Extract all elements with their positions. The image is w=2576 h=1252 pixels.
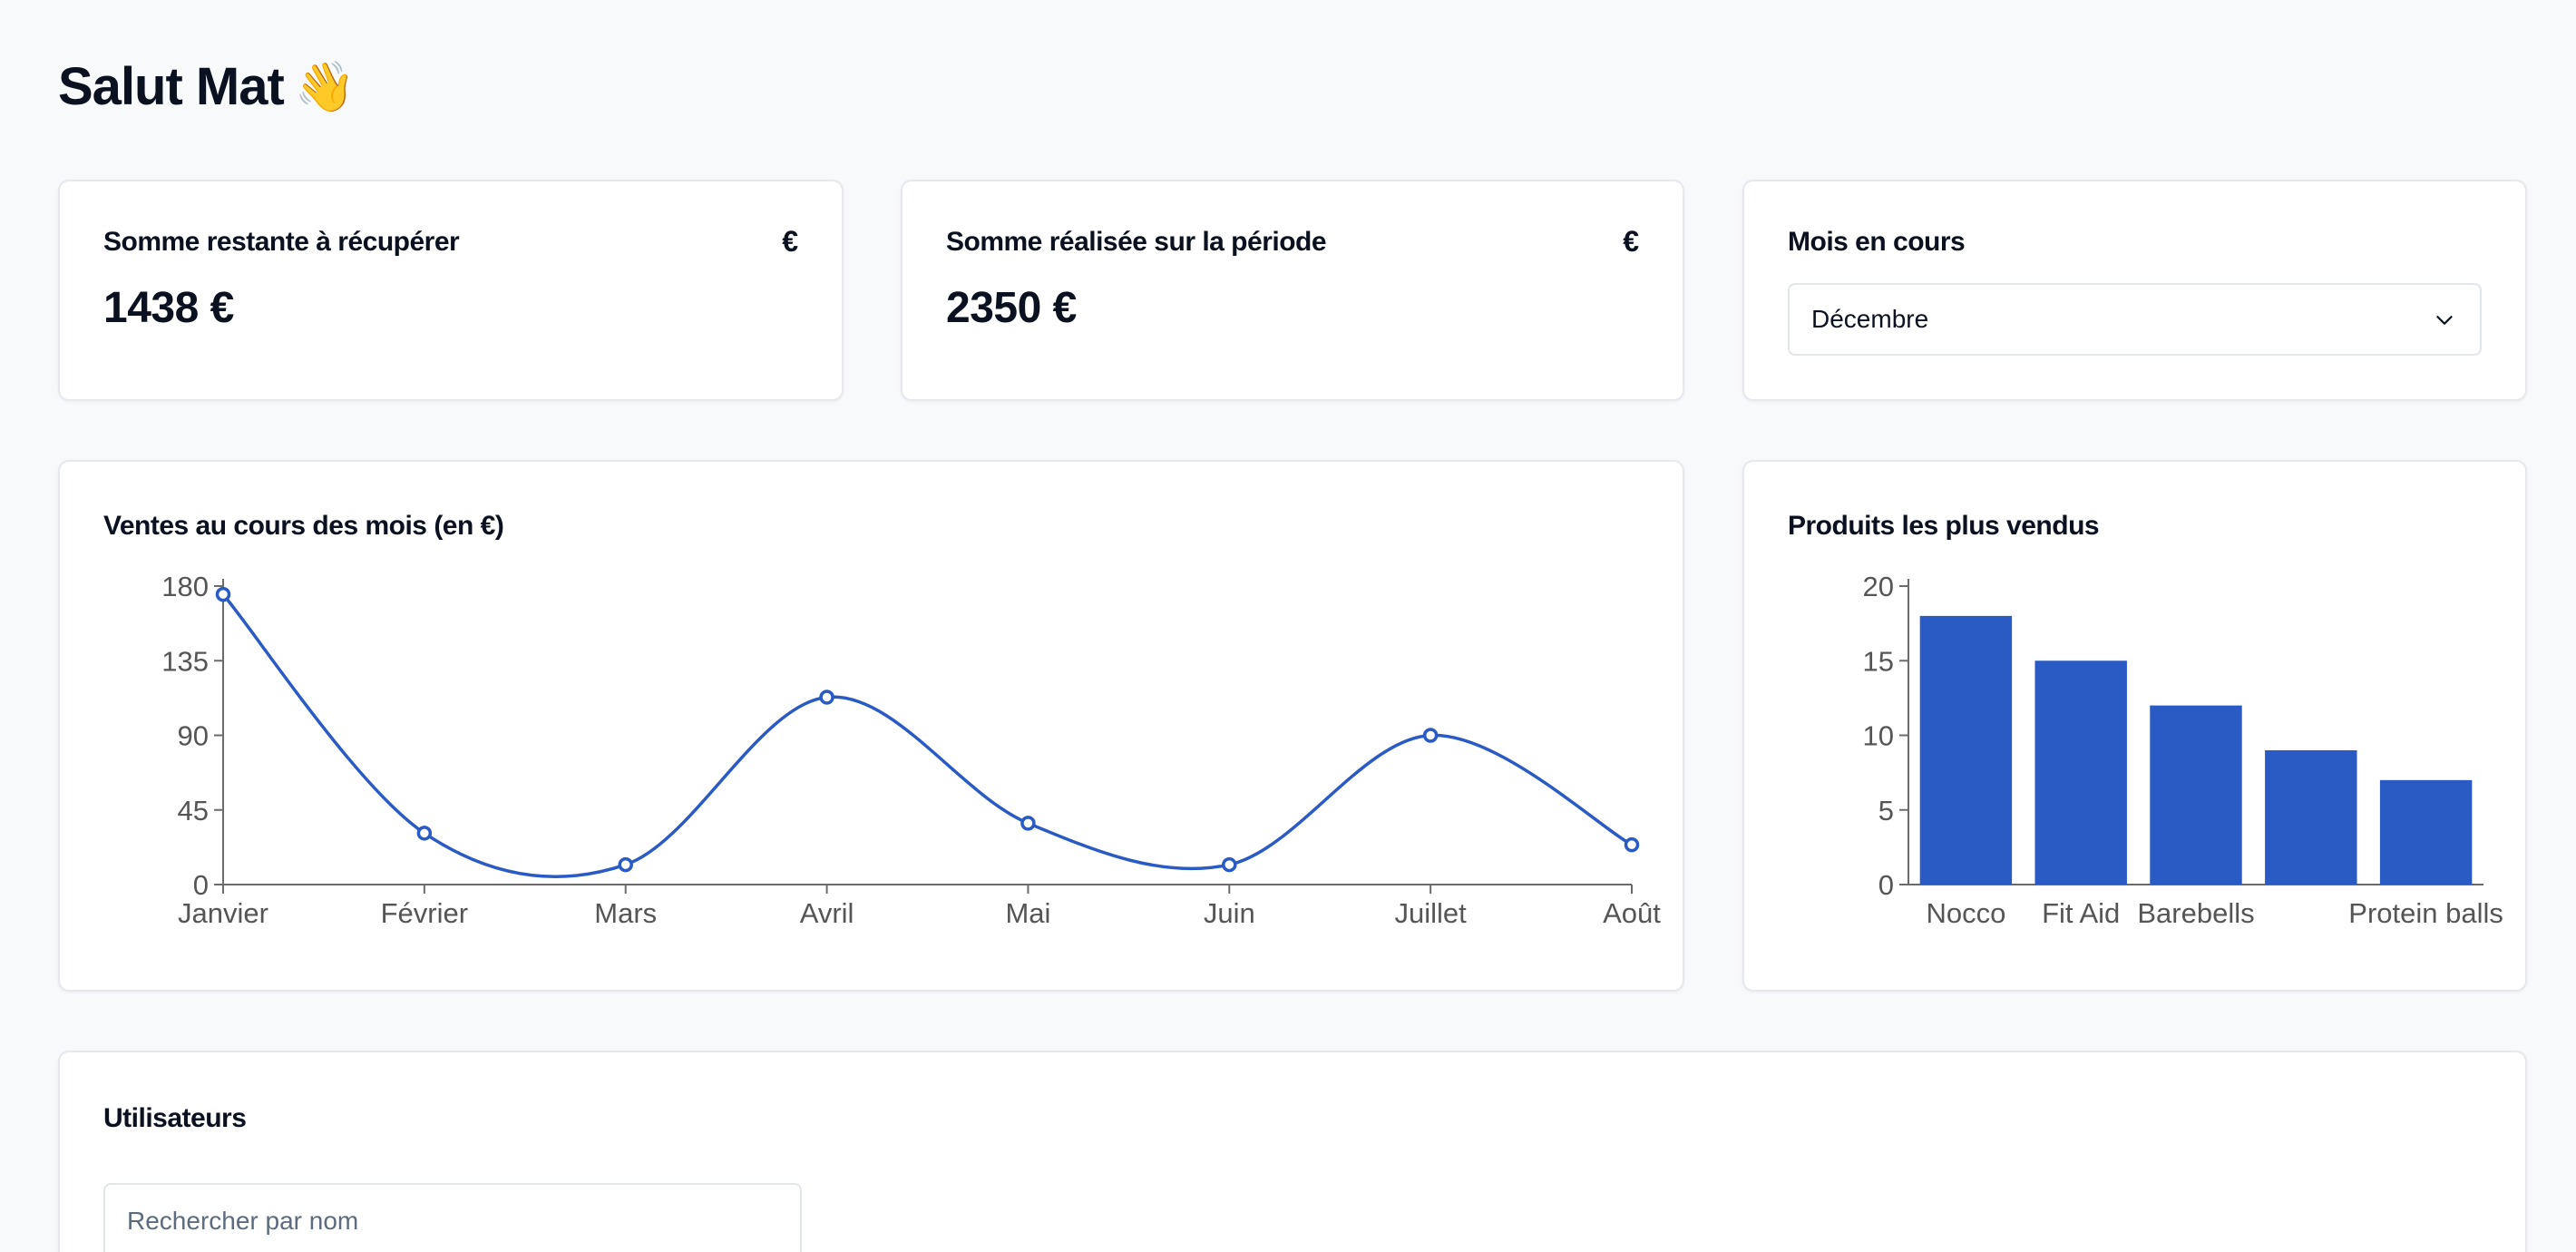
x-tick-label: Fit Aid xyxy=(2042,897,2120,929)
users-title: Utilisateurs xyxy=(103,1103,247,1133)
sales-point xyxy=(416,826,433,841)
y-tick-label: 45 xyxy=(178,795,209,827)
y-tick-label: 0 xyxy=(1878,869,1894,901)
y-tick-label: 5 xyxy=(1878,795,1894,827)
waving-hand-icon: 👋 xyxy=(294,57,356,115)
sales-point xyxy=(1222,856,1237,873)
x-tick-label: Mars xyxy=(594,897,657,929)
users-card: Utilisateurs Rechercher par nom xyxy=(58,1051,2527,1252)
stat-title: Somme restante à récupérer xyxy=(103,227,460,257)
y-tick-label: 135 xyxy=(161,645,209,677)
sales-point xyxy=(1422,728,1439,743)
product-bar xyxy=(2265,749,2357,885)
sales-chart-card: Ventes au cours des mois (en €) 0 45 90 135… xyxy=(58,460,1684,992)
products-bar-chart: 0 5 10 15 20 Nocco Fit Aid Barebells Protein bal… xyxy=(1863,571,2503,929)
product-bar xyxy=(1919,615,2013,885)
user-search-input[interactable]: Rechercher par nom xyxy=(103,1183,802,1252)
sales-point xyxy=(1624,836,1640,853)
sales-line-chart: 0 45 90 135 180 Janvier Février Mars Avril Mai Jui… xyxy=(161,571,1661,929)
y-tick-label: 10 xyxy=(1863,720,1894,752)
x-tick-label: Juin xyxy=(1204,897,1255,929)
y-tick-label: 180 xyxy=(161,571,209,602)
sales-point xyxy=(618,856,633,873)
x-tick-label: Protein balls xyxy=(2348,897,2503,929)
y-tick-label: 0 xyxy=(193,869,209,901)
x-tick-label: Juillet xyxy=(1395,897,1468,929)
sales-point xyxy=(819,690,834,705)
y-tick-label: 90 xyxy=(178,720,209,752)
greeting-text: Salut Mat xyxy=(58,57,285,116)
x-tick-label: Janvier xyxy=(178,897,268,929)
month-selected-value: Décembre xyxy=(1811,305,1929,333)
stat-value: 1438 € xyxy=(103,284,234,332)
month-title: Mois en cours xyxy=(1788,227,1966,257)
products-chart-title: Produits les plus vendus xyxy=(1788,511,2100,541)
sales-chart-title: Ventes au cours des mois (en €) xyxy=(103,511,504,541)
euro-icon: € xyxy=(782,225,798,258)
product-bar xyxy=(2034,660,2127,885)
products-chart-card: Produits les plus vendus 0 5 10 15 20 Nocco Fi… xyxy=(1742,460,2527,992)
sales-series-line xyxy=(221,593,1633,878)
stat-title: Somme réalisée sur la période xyxy=(946,227,1327,257)
x-tick-label: Février xyxy=(381,897,468,929)
product-bar xyxy=(2379,779,2473,885)
y-tick-label: 15 xyxy=(1863,645,1894,677)
x-tick-label: Barebells xyxy=(2137,897,2254,929)
page-title: Salut Mat 👋 xyxy=(58,56,356,117)
chevron-down-icon xyxy=(2436,316,2453,325)
y-tick-label: 20 xyxy=(1863,571,1894,602)
x-tick-label: Nocco xyxy=(1926,897,2005,929)
euro-icon: € xyxy=(1623,225,1639,258)
stat-card-realized: Somme réalisée sur la période € 2350 € xyxy=(901,180,1684,401)
sales-point xyxy=(1020,816,1036,831)
sales-point xyxy=(215,586,231,602)
x-tick-label: Avril xyxy=(800,897,854,929)
stat-value: 2350 € xyxy=(946,284,1077,332)
month-card: Mois en cours Décembre xyxy=(1742,180,2527,401)
month-select[interactable]: Décembre xyxy=(1788,283,2482,356)
x-tick-label: Août xyxy=(1603,897,1661,929)
stat-card-remaining: Somme restante à récupérer € 1438 € xyxy=(58,180,844,401)
product-bar xyxy=(2150,705,2242,885)
x-tick-label: Mai xyxy=(1005,897,1050,929)
